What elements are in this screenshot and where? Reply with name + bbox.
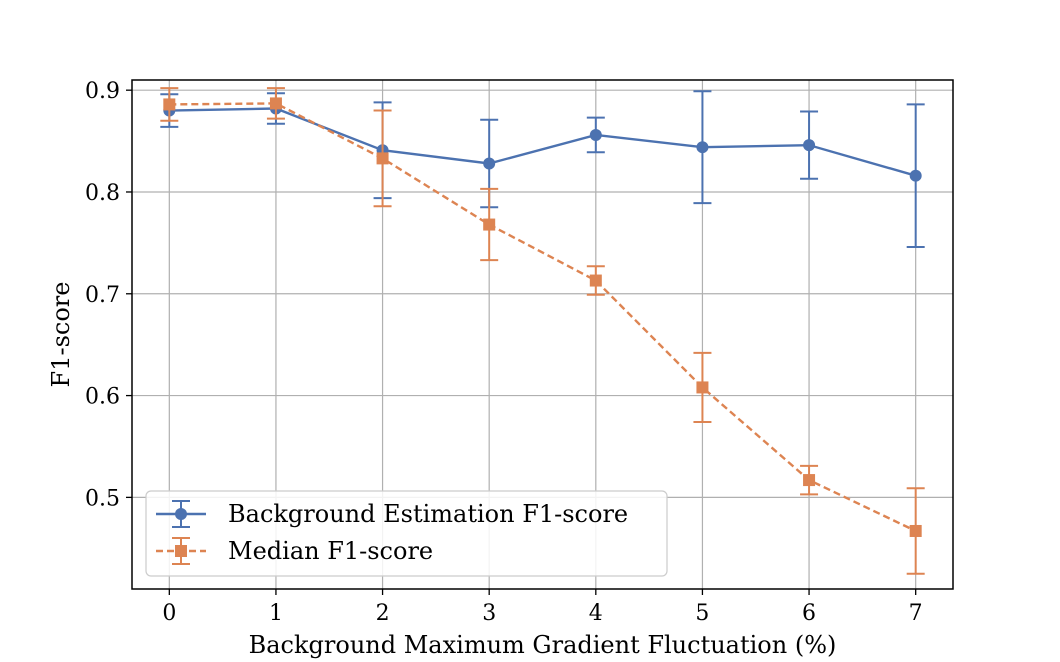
x-tick-label: 0: [162, 601, 176, 626]
legend-marker: [175, 545, 187, 557]
series-1: [160, 90, 925, 248]
series-2: [160, 87, 925, 575]
y-tick-label: 0.9: [85, 79, 120, 104]
data-point: [696, 381, 709, 394]
x-tick-label: 1: [269, 601, 283, 626]
legend-box: [145, 490, 668, 577]
x-tick-label: 6: [802, 601, 816, 626]
data-point: [589, 274, 602, 287]
legend: Background Estimation F1-score Median F1-…: [145, 490, 668, 577]
x-tick-label: 4: [589, 601, 603, 626]
y-tick-label: 0.5: [85, 486, 120, 511]
series-line: [169, 102, 917, 533]
data-point: [909, 169, 922, 182]
y-tick-label: 0.6: [85, 385, 120, 410]
x-tick-label: 2: [376, 601, 390, 626]
y-axis-label: F1-score: [47, 282, 75, 388]
x-tick-label: 5: [695, 601, 709, 626]
data-point: [803, 474, 816, 487]
data-point: [483, 218, 496, 231]
legend-item-1: Background Estimation F1-score: [156, 500, 628, 528]
axes-ticks: 0 1 2 3 4 5 6 7 0.5 0.6 0.7 0.8 0.9: [85, 79, 923, 626]
series-layer: [160, 87, 925, 575]
data-point: [803, 139, 816, 152]
x-tick-label: 3: [482, 601, 496, 626]
data-point: [909, 524, 922, 537]
data-point: [376, 152, 389, 165]
y-tick-label: 0.8: [85, 181, 120, 206]
x-tick-label: 7: [909, 601, 923, 626]
x-axis-label: Background Maximum Gradient Fluctuation …: [249, 631, 837, 659]
data-point: [163, 98, 176, 111]
data-point: [589, 128, 602, 141]
legend-item-2: Median F1-score: [156, 537, 433, 565]
plot-frame: [131, 79, 954, 590]
legend-label: Median F1-score: [228, 537, 433, 565]
data-point: [696, 141, 709, 154]
data-point: [483, 157, 496, 170]
legend-label: Background Estimation F1-score: [228, 500, 628, 528]
legend-marker: [175, 508, 187, 520]
y-tick-label: 0.7: [85, 283, 120, 308]
data-point: [269, 97, 282, 110]
series-line: [169, 107, 917, 177]
